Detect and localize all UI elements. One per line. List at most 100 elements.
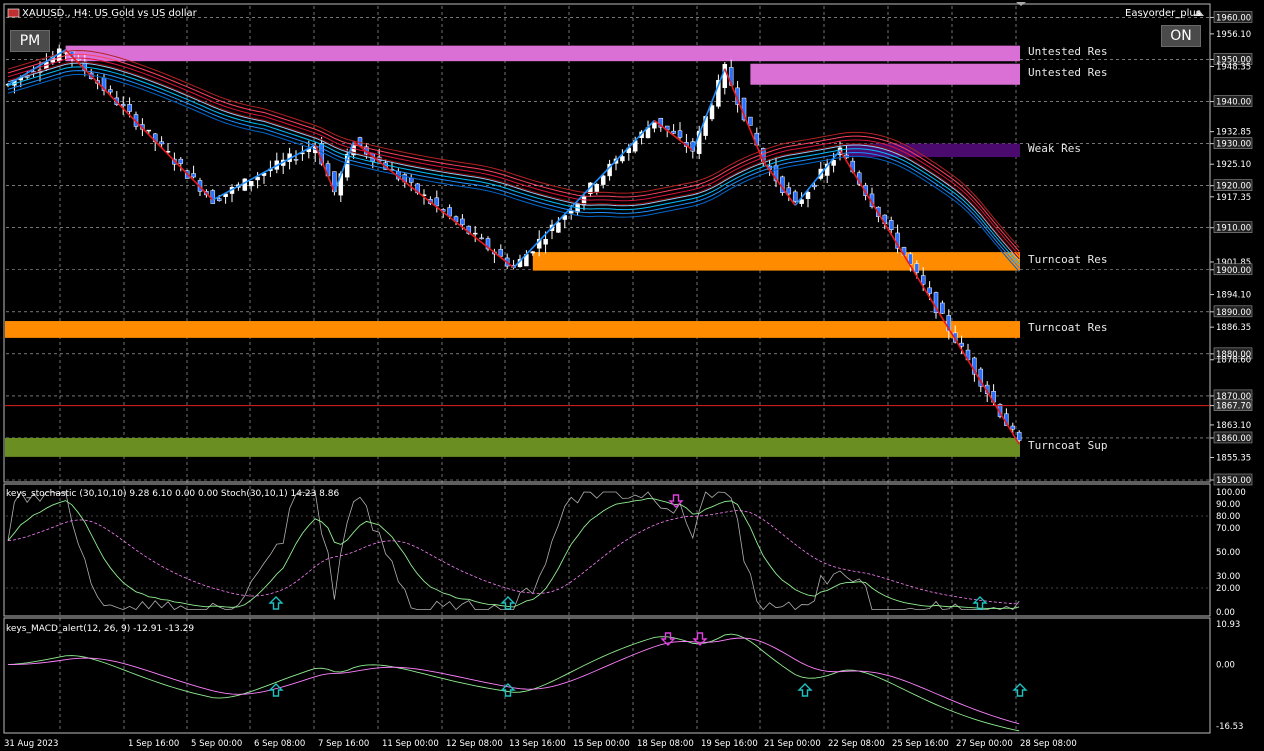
price-label-box — [1213, 473, 1253, 486]
price-axis-label: 1956.10 — [1216, 30, 1251, 40]
zone-label-3: Turncoat Res — [1028, 253, 1108, 267]
candle-body — [805, 191, 811, 199]
pm-button[interactable]: PM — [10, 30, 50, 52]
stoch-axis-label: 80.00 — [1216, 512, 1240, 522]
price-axis-label: 1917.35 — [1216, 193, 1251, 203]
price-label-box — [1213, 263, 1253, 276]
candle-body — [408, 177, 414, 183]
candle-body — [191, 173, 196, 178]
price-axis-label: 1850.00 — [1216, 476, 1251, 486]
candle-body — [888, 220, 894, 230]
macd-pane-frame — [3, 617, 1211, 734]
macd-signal-line — [7, 637, 1020, 725]
zigzag-segment — [212, 144, 316, 201]
stoch-up-arrow-icon — [268, 596, 284, 610]
zigzag-segment — [333, 141, 355, 193]
macd-down-arrow-icon — [692, 632, 708, 646]
price-axis-label: 1880.00 — [1216, 350, 1251, 360]
on-button[interactable]: ON — [1161, 25, 1201, 47]
ma-blue-ribbon — [7, 62, 1020, 261]
candle-body — [792, 191, 798, 202]
candle-body — [620, 156, 625, 162]
zone-label-5: Turncoat Sup — [1028, 439, 1108, 453]
zone-label-1: Untested Res — [1028, 66, 1108, 80]
candle-body — [748, 116, 753, 126]
candle-body — [146, 129, 152, 132]
macd-axis-label: 0.00 — [1216, 661, 1235, 671]
price-axis-label: 1870.00 — [1216, 392, 1251, 402]
ma-red-ribbon — [7, 49, 1020, 248]
time-axis-label: 27 Sep 00:00 — [956, 739, 1013, 749]
candle-body — [562, 215, 568, 220]
candle-body — [933, 292, 939, 314]
candle-body — [940, 302, 945, 314]
candle-body — [677, 130, 683, 138]
candle-body — [908, 253, 913, 265]
stoch-up-arrow-icon — [500, 596, 516, 610]
candle-body — [210, 190, 216, 204]
zone-1 — [750, 63, 1020, 85]
stochastic-pane-frame — [3, 483, 1211, 617]
candle-body — [946, 315, 952, 332]
candle-body — [127, 104, 132, 112]
stoch-axis-label: 90.00 — [1216, 500, 1240, 510]
candle-body — [1016, 431, 1022, 441]
stoch-down-arrow-icon — [668, 494, 684, 508]
candle-body — [920, 275, 926, 285]
price-label-box — [1213, 305, 1253, 318]
ma-blue-ribbon — [7, 66, 1020, 265]
macd-up-arrow-icon — [268, 683, 284, 697]
time-axis-label: 13 Sep 16:00 — [509, 739, 566, 749]
macd-label: keys_MACD_alert(12, 26, 9) -12.91 -13.29 — [6, 624, 195, 634]
candle-body — [716, 80, 721, 107]
candle-body — [447, 207, 452, 217]
time-axis-label: 6 Sep 08:00 — [254, 739, 305, 749]
price-label-box — [1213, 53, 1253, 65]
zigzag-segment — [692, 68, 726, 151]
stoch-axis-label: 20.00 — [1216, 584, 1240, 594]
candle-body — [600, 175, 606, 185]
zone-3 — [532, 252, 1020, 271]
price-axis-label: 1910.00 — [1216, 224, 1251, 234]
price-axis-label: 1950.00 — [1216, 56, 1251, 66]
stoch-axis-label: 50.00 — [1216, 548, 1240, 558]
stoch-main-line — [7, 498, 1020, 609]
candle-body — [76, 58, 81, 61]
stoch-raw-line — [7, 491, 1020, 611]
candle-body — [696, 130, 702, 154]
time-axis-label: 21 Sep 00:00 — [764, 739, 821, 749]
candle-body — [831, 160, 836, 166]
candle-body — [543, 238, 548, 245]
zigzag-segment — [762, 160, 796, 206]
candle-body — [959, 342, 964, 347]
macd-axis-label: 10.93 — [1216, 620, 1240, 630]
price-axis-label: 1867.70 — [1216, 402, 1251, 412]
macd-up-arrow-icon — [500, 683, 516, 697]
time-axis-label: 22 Sep 08:00 — [828, 739, 885, 749]
zone-2 — [846, 143, 1020, 158]
time-axis-label: 15 Sep 00:00 — [573, 739, 630, 749]
price-label-box — [1213, 11, 1253, 23]
price-label-box — [1213, 95, 1253, 107]
price-label-box — [1213, 431, 1253, 444]
zigzag-segment — [65, 49, 214, 201]
candle-body — [293, 158, 299, 161]
candle-body — [108, 89, 113, 93]
candle-body — [914, 263, 920, 273]
price-label-box — [1213, 179, 1253, 191]
candle-body — [248, 181, 254, 187]
main-pane-frame — [3, 3, 1211, 483]
stoch-axis-label: 100.00 — [1216, 488, 1246, 498]
candle-body — [159, 141, 164, 145]
time-axis-label: 18 Sep 08:00 — [637, 739, 694, 749]
candle-body — [812, 184, 817, 188]
zigzag-segment — [839, 149, 1020, 445]
zigzag-segment — [724, 68, 764, 162]
zone-label-2: Weak Res — [1028, 142, 1081, 156]
candle-body — [120, 104, 126, 107]
price-label-box — [1213, 399, 1253, 411]
price-axis-label: 1860.00 — [1216, 434, 1251, 444]
macd-down-arrow-icon — [660, 632, 676, 646]
candle-body — [799, 199, 804, 204]
